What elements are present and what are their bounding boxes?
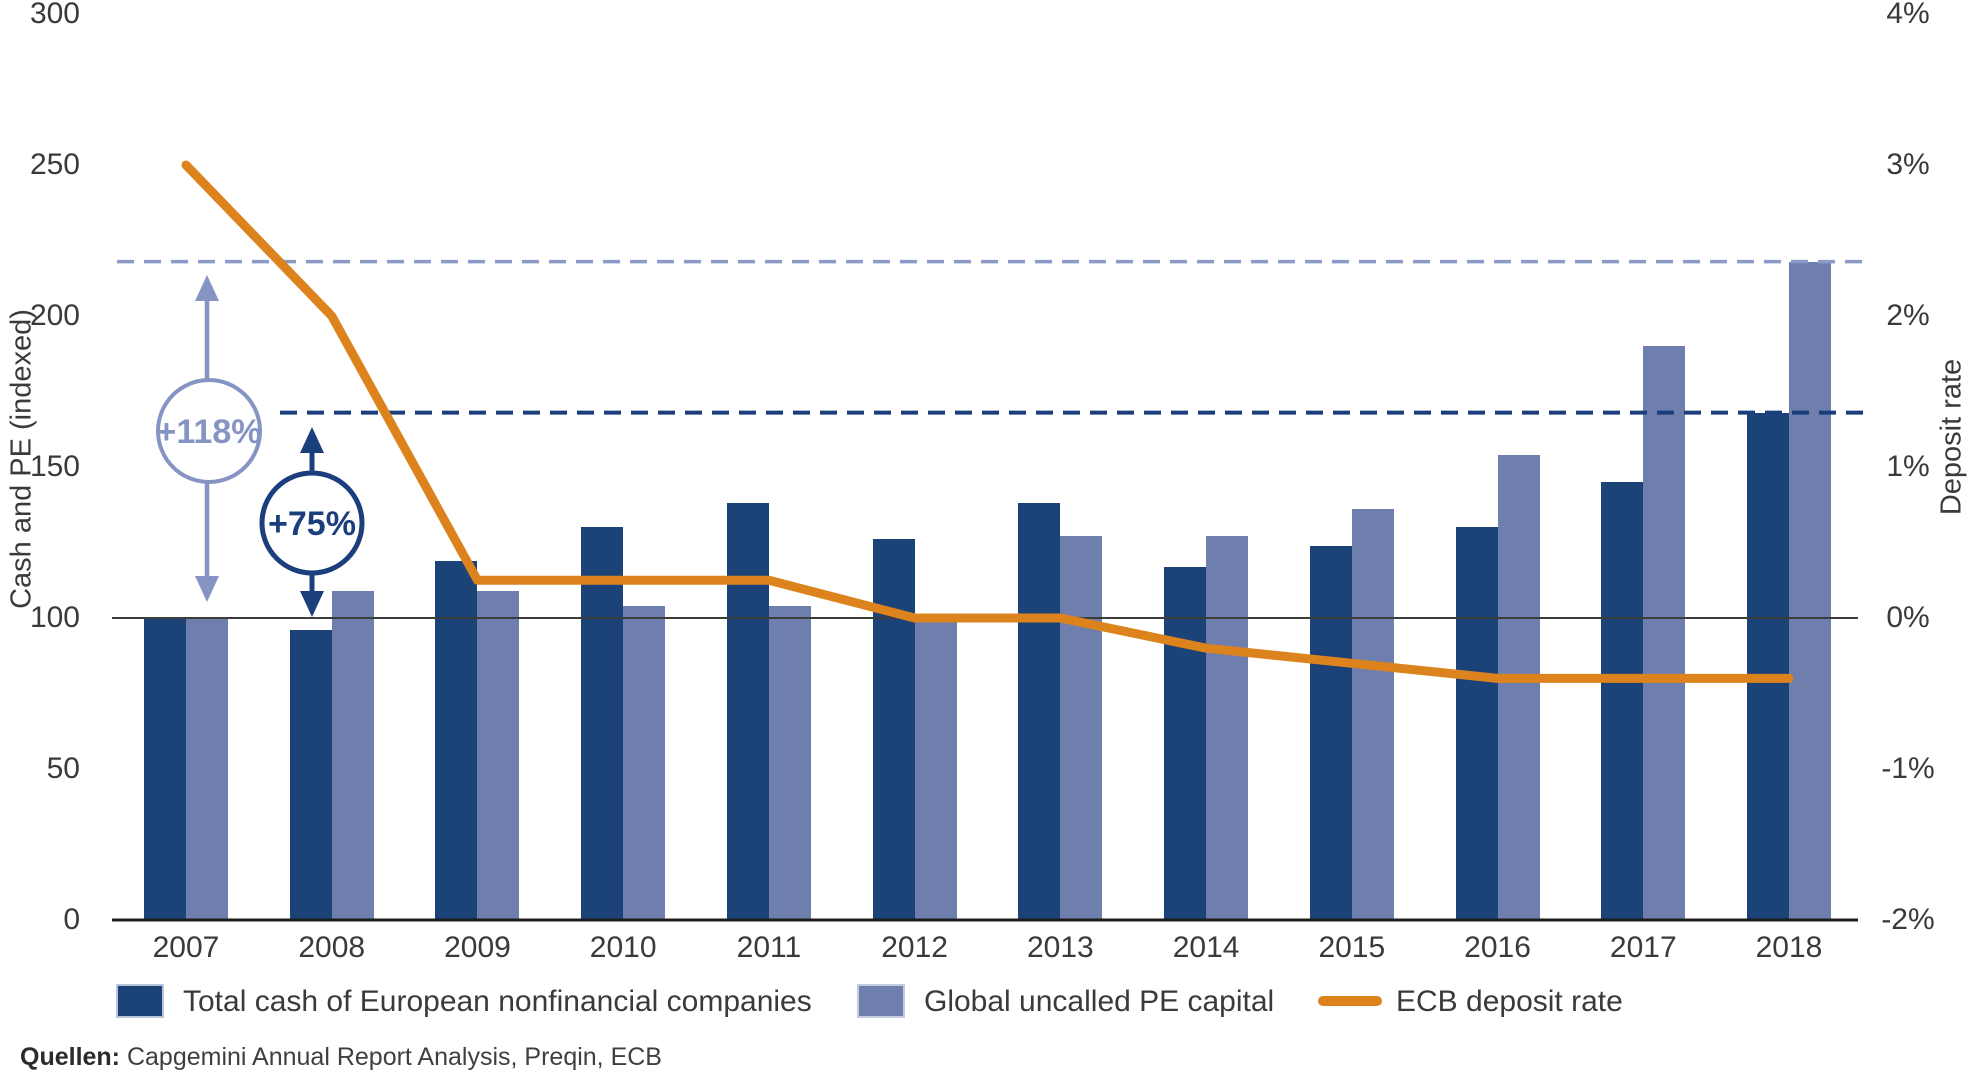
right-axis-tick: 1%: [1886, 450, 1930, 483]
x-axis-label: 2018: [1755, 931, 1823, 964]
bar-total-cash-2018: [1746, 412, 1789, 920]
legend-label-pe-capital: Global uncalled PE capital: [924, 985, 1275, 1018]
bar-total-cash-2013: [1018, 503, 1061, 920]
x-axis-label: 2011: [736, 931, 802, 964]
source-prefix: Quellen:: [20, 1043, 121, 1071]
bar-total-cash-2016: [1455, 527, 1498, 920]
right-axis-tick: 3%: [1886, 148, 1930, 181]
bar-pe-capital-2011: [768, 605, 811, 920]
bar-pe-capital-2013: [1060, 536, 1103, 920]
bar-pe-capital-2008: [331, 590, 374, 920]
bar-pe-capital-2018: [1788, 261, 1831, 920]
x-axis-label: 2016: [1464, 931, 1531, 964]
bar-total-cash-2010: [581, 527, 624, 920]
right-axis-tick: -2%: [1881, 903, 1935, 936]
bar-total-cash-2014: [1164, 566, 1207, 920]
right-axis-tick: 2%: [1886, 299, 1930, 332]
bar-total-cash-2011: [726, 503, 769, 920]
x-axis-label: 2013: [1026, 931, 1094, 964]
legend-label-total-cash: Total cash of European nonfinancial comp…: [183, 985, 812, 1018]
bar-total-cash-2007: [144, 618, 186, 920]
left-axis-tick: 200: [29, 299, 80, 332]
bar-total-cash-2008: [289, 630, 332, 920]
bar-total-cash-2017: [1601, 482, 1644, 920]
x-axis-label: 2007: [152, 931, 220, 964]
bar-pe-capital-2015: [1351, 509, 1394, 920]
left-axis-tick: 50: [46, 752, 80, 785]
bar-total-cash-2009: [435, 560, 478, 920]
bar-pe-capital-2017: [1643, 346, 1686, 920]
x-axis-label: 2015: [1318, 931, 1386, 964]
legend-line-deposit-rate: [1318, 996, 1382, 1006]
legend-label-deposit-rate: ECB deposit rate: [1396, 985, 1623, 1018]
x-axis-label: 2010: [589, 931, 657, 964]
bar-pe-capital-2014: [1206, 536, 1249, 920]
x-axis-label: 2009: [444, 931, 511, 964]
source-line: Quellen: Capgemini Annual Report Analysi…: [20, 1042, 662, 1072]
left-axis-tick: 0: [63, 903, 80, 936]
x-axis-label: 2012: [881, 931, 948, 964]
bar-total-cash-2012: [872, 539, 915, 920]
bar-pe-capital-2009: [477, 590, 520, 920]
left-axis-tick: 150: [29, 450, 80, 483]
bar-pe-capital-2010: [623, 605, 666, 920]
x-axis-label: 2014: [1172, 931, 1240, 964]
legend-swatch-total-cash: [116, 984, 164, 1018]
left-axis-tick: 250: [29, 148, 80, 181]
bar-total-cash-2015: [1309, 545, 1352, 920]
left-axis-tick: 300: [29, 0, 80, 30]
legend-swatch-pe-capital: [857, 984, 905, 1018]
bar-pe-capital-2016: [1497, 454, 1540, 920]
x-axis-label: 2017: [1609, 931, 1677, 964]
x-axis-label: 2008: [298, 931, 366, 964]
right-axis-tick: 4%: [1886, 0, 1930, 30]
source-text: Capgemini Annual Report Analysis, Preqin…: [126, 1043, 662, 1071]
right-axis-tick: 0%: [1886, 601, 1930, 634]
bar-pe-capital-2007: [186, 618, 228, 920]
bar-pe-capital-2012: [914, 621, 957, 920]
left-axis-tick: 100: [29, 601, 80, 634]
right-axis-tick: -1%: [1881, 752, 1935, 785]
